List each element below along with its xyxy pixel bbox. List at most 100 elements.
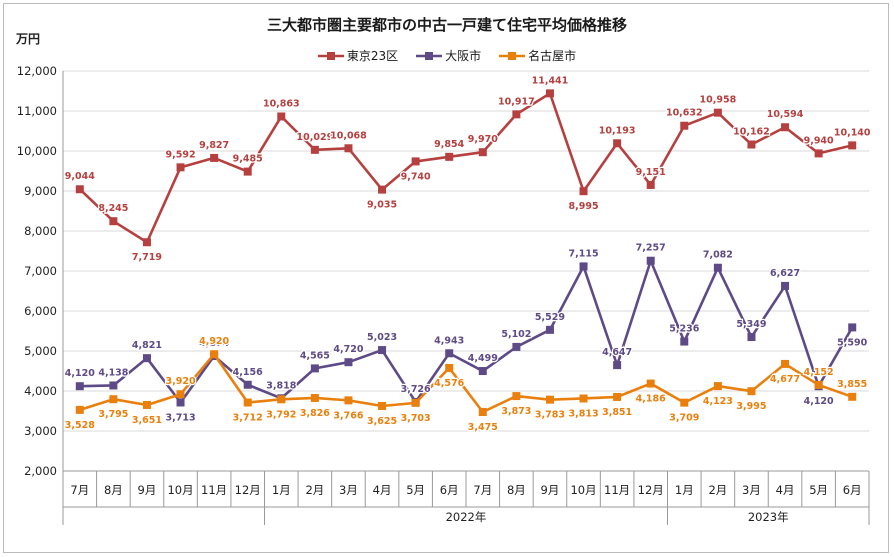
data-point-osaka (378, 346, 387, 355)
data-point-tokyo (75, 185, 84, 194)
y-tick-label: 11,000 (17, 104, 57, 118)
data-label-nagoya: 3,703 (401, 413, 431, 424)
x-tick-label: 6月 (843, 483, 862, 497)
data-label-osaka: 3,726 (401, 384, 431, 395)
data-label-osaka: 4,943 (434, 335, 464, 346)
data-point-tokyo (142, 238, 151, 247)
year-label: 2023年 (748, 510, 789, 524)
data-point-osaka (109, 381, 118, 390)
series-line-osaka (79, 259, 854, 404)
data-label-nagoya: 3,528 (65, 420, 95, 431)
data-point-nagoya (142, 400, 151, 409)
data-point-nagoya (646, 379, 655, 388)
data-label-osaka: 4,156 (233, 367, 263, 378)
y-axis-unit-label: 万円 (16, 32, 41, 46)
data-point-osaka (478, 367, 487, 376)
x-tick-label: 3月 (339, 483, 358, 497)
y-tick-label: 8,000 (24, 224, 57, 238)
legend-marker-osaka (416, 51, 443, 60)
x-tick-label: 1月 (272, 483, 291, 497)
data-label-nagoya: 4,152 (804, 367, 834, 378)
data-point-nagoya (713, 382, 722, 391)
data-point-tokyo (613, 139, 622, 148)
data-label-nagoya: 3,995 (736, 401, 766, 412)
data-point-nagoya (210, 350, 219, 359)
chart-title: 三大都市圏主要都市の中古一戸建て住宅平均価格推移 (266, 16, 627, 34)
data-label-tokyo: 10,917 (498, 96, 535, 107)
data-point-tokyo (243, 167, 252, 176)
data-point-tokyo (277, 112, 286, 121)
data-label-tokyo: 7,719 (132, 252, 162, 263)
data-point-nagoya (445, 363, 454, 372)
x-tick-label: 10月 (167, 483, 193, 497)
data-point-osaka (781, 281, 790, 290)
y-tick-label: 9,000 (24, 184, 57, 198)
data-point-osaka (176, 398, 185, 407)
x-tick-label: 9月 (138, 483, 157, 497)
data-label-nagoya: 3,766 (333, 410, 363, 421)
data-point-nagoya (512, 392, 521, 401)
data-label-tokyo: 9,827 (199, 140, 229, 151)
x-tick-label: 2月 (305, 483, 324, 497)
x-tick-label: 8月 (104, 483, 123, 497)
data-point-osaka (646, 256, 655, 265)
y-tick-label: 10,000 (17, 144, 57, 158)
data-label-nagoya: 3,855 (837, 379, 867, 390)
data-point-nagoya (411, 398, 420, 407)
data-point-tokyo (814, 149, 823, 158)
data-label-tokyo: 9,740 (401, 171, 431, 182)
data-label-osaka: 4,874 (199, 338, 229, 349)
data-point-osaka (680, 337, 689, 346)
data-label-osaka: 5,023 (367, 332, 397, 343)
x-tick-label: 2月 (708, 483, 727, 497)
data-label-nagoya: 3,873 (501, 406, 531, 417)
x-tick-label: 12月 (638, 483, 664, 497)
data-point-osaka (613, 361, 622, 370)
data-label-tokyo: 9,854 (434, 139, 464, 150)
data-label-osaka: 4,120 (65, 368, 95, 379)
data-point-nagoya (478, 408, 487, 416)
data-label-nagoya: 3,920 (166, 376, 196, 387)
data-label-osaka: 4,565 (300, 350, 330, 361)
data-label-tokyo: 8,995 (569, 201, 599, 212)
chart-frame (3, 3, 889, 553)
x-tick-label: 1月 (675, 483, 694, 497)
data-label-nagoya: 4,920 (199, 336, 229, 347)
data-label-nagoya: 3,651 (132, 415, 162, 426)
data-label-nagoya: 3,625 (367, 416, 397, 427)
data-point-nagoya (579, 394, 588, 403)
data-point-nagoya (814, 380, 823, 389)
data-point-tokyo (512, 110, 521, 119)
data-label-osaka: 3,713 (166, 412, 196, 423)
x-tick-label: 8月 (507, 483, 526, 497)
data-point-tokyo (109, 217, 118, 226)
legend-marker-nagoya (499, 51, 526, 60)
legend-item-nagoya: 名古屋市 (499, 47, 576, 64)
data-label-nagoya: 4,576 (434, 378, 464, 389)
data-label-nagoya: 3,783 (535, 410, 565, 421)
data-point-nagoya (781, 359, 790, 368)
data-label-tokyo: 9,035 (367, 200, 397, 211)
data-point-osaka (445, 349, 454, 358)
data-label-osaka: 4,647 (602, 347, 632, 358)
data-point-tokyo (713, 108, 722, 117)
data-label-tokyo: 10,140 (834, 127, 871, 138)
y-tick-label: 4,000 (24, 384, 57, 398)
data-label-tokyo: 10,594 (767, 109, 804, 120)
data-label-osaka: 3,818 (266, 380, 296, 391)
data-label-tokyo: 9,044 (65, 171, 95, 182)
data-point-nagoya (378, 402, 387, 410)
data-label-osaka: 5,529 (535, 312, 565, 323)
data-label-osaka: 4,821 (132, 340, 162, 351)
data-point-nagoya (613, 392, 622, 401)
y-tick-label: 12,000 (17, 64, 57, 78)
data-label-nagoya: 3,851 (602, 407, 632, 418)
data-point-tokyo (680, 121, 689, 130)
data-point-nagoya (176, 390, 185, 399)
x-tick-label: 6月 (440, 483, 459, 497)
data-label-nagoya: 3,813 (569, 408, 599, 419)
data-point-osaka (512, 342, 521, 351)
data-label-nagoya: 3,826 (300, 408, 330, 419)
data-point-tokyo (176, 163, 185, 172)
data-label-nagoya: 3,795 (98, 409, 128, 420)
